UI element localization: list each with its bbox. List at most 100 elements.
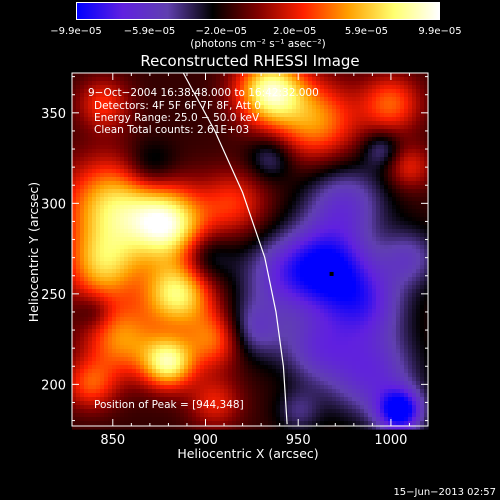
heatmap-cell bbox=[288, 73, 293, 78]
heatmap-cell bbox=[372, 73, 377, 78]
heatmap-cell bbox=[332, 269, 337, 274]
heatmap-cell bbox=[84, 245, 89, 250]
heatmap-cell bbox=[372, 221, 377, 226]
heatmap-cell bbox=[284, 241, 289, 246]
heatmap-cell bbox=[284, 245, 289, 250]
heatmap-cell bbox=[244, 101, 249, 106]
heatmap-cell bbox=[268, 89, 273, 94]
heatmap-cell bbox=[224, 125, 229, 130]
heatmap-cell bbox=[380, 201, 385, 206]
heatmap-cell bbox=[392, 241, 397, 246]
heatmap-cell bbox=[248, 97, 253, 102]
heatmap-cell bbox=[352, 249, 357, 254]
heatmap-cell bbox=[304, 149, 309, 154]
heatmap-cell bbox=[232, 209, 237, 214]
heatmap-cell bbox=[364, 189, 369, 194]
heatmap-cell bbox=[112, 105, 117, 110]
heatmap-cell bbox=[224, 177, 229, 182]
heatmap-cell bbox=[300, 265, 305, 270]
heatmap-cell bbox=[392, 129, 397, 134]
heatmap-cell bbox=[112, 157, 117, 162]
heatmap-cell bbox=[96, 141, 101, 146]
heatmap-cell bbox=[268, 101, 273, 106]
heatmap-cell bbox=[344, 261, 349, 266]
heatmap-cell bbox=[100, 105, 105, 110]
heatmap-cell bbox=[288, 245, 293, 250]
heatmap-cell bbox=[88, 149, 93, 154]
heatmap-cell bbox=[152, 245, 157, 250]
heatmap-cell bbox=[80, 277, 85, 282]
heatmap-cell bbox=[364, 281, 369, 286]
heatmap-cell bbox=[224, 285, 229, 290]
heatmap-cell bbox=[172, 117, 177, 122]
heatmap-cell bbox=[248, 149, 253, 154]
heatmap-cell bbox=[148, 189, 153, 194]
heatmap-cell bbox=[288, 197, 293, 202]
heatmap-cell bbox=[412, 277, 417, 282]
heatmap-cell bbox=[204, 237, 209, 242]
heatmap-cell bbox=[284, 181, 289, 186]
heatmap-cell bbox=[112, 265, 117, 270]
heatmap-cell bbox=[292, 245, 297, 250]
heatmap-cell bbox=[364, 229, 369, 234]
heatmap-cell bbox=[104, 193, 109, 198]
heatmap-cell bbox=[156, 181, 161, 186]
heatmap-cell bbox=[284, 273, 289, 278]
heatmap-cell bbox=[308, 117, 313, 122]
heatmap-cell bbox=[376, 277, 381, 282]
heatmap-cell bbox=[360, 121, 365, 126]
heatmap-cell bbox=[388, 273, 393, 278]
heatmap-cell bbox=[272, 233, 277, 238]
heatmap-cell bbox=[320, 237, 325, 242]
heatmap-cell bbox=[372, 245, 377, 250]
heatmap-cell bbox=[224, 273, 229, 278]
heatmap-cell bbox=[260, 285, 265, 290]
heatmap-cell bbox=[388, 97, 393, 102]
heatmap-cell bbox=[408, 257, 413, 262]
heatmap-cell bbox=[392, 169, 397, 174]
heatmap-cell bbox=[208, 249, 213, 254]
heatmap-cell bbox=[340, 221, 345, 226]
heatmap-cell bbox=[372, 153, 377, 158]
heatmap-cell bbox=[268, 253, 273, 258]
heatmap-cell bbox=[208, 201, 213, 206]
heatmap-cell bbox=[312, 253, 317, 258]
heatmap-cell bbox=[140, 277, 145, 282]
heatmap-cell bbox=[404, 241, 409, 246]
heatmap-cell bbox=[388, 109, 393, 114]
heatmap-cell bbox=[216, 285, 221, 290]
heatmap-cell bbox=[424, 253, 429, 258]
heatmap-cell bbox=[196, 161, 201, 166]
heatmap-cell bbox=[212, 137, 217, 142]
heatmap-cell bbox=[256, 141, 261, 146]
heatmap-cell bbox=[248, 289, 253, 294]
heatmap-cell bbox=[180, 293, 185, 298]
heatmap-cell bbox=[252, 205, 257, 210]
heatmap-cell bbox=[188, 201, 193, 206]
heatmap-cell bbox=[356, 153, 361, 158]
heatmap-cell bbox=[252, 81, 257, 86]
heatmap-cell bbox=[144, 133, 149, 138]
heatmap-cell bbox=[352, 193, 357, 198]
heatmap-cell bbox=[80, 237, 85, 242]
heatmap-cell bbox=[152, 161, 157, 166]
heatmap-cell bbox=[244, 245, 249, 250]
heatmap-cell bbox=[132, 201, 137, 206]
heatmap-cell bbox=[228, 233, 233, 238]
heatmap-cell bbox=[372, 269, 377, 274]
heatmap-cell bbox=[204, 229, 209, 234]
heatmap-cell bbox=[208, 105, 213, 110]
heatmap-cell bbox=[88, 189, 93, 194]
heatmap-cell bbox=[260, 129, 265, 134]
heatmap-cell bbox=[112, 165, 117, 170]
heatmap-cell bbox=[420, 109, 425, 114]
heatmap-cell bbox=[112, 225, 117, 230]
heatmap-cell bbox=[212, 121, 217, 126]
heatmap-cell bbox=[244, 161, 249, 166]
heatmap-cell bbox=[212, 161, 217, 166]
heatmap-cell bbox=[128, 121, 133, 126]
heatmap-cell bbox=[220, 125, 225, 130]
heatmap-cell bbox=[260, 189, 265, 194]
heatmap-cell bbox=[148, 97, 153, 102]
heatmap-cell bbox=[180, 225, 185, 230]
